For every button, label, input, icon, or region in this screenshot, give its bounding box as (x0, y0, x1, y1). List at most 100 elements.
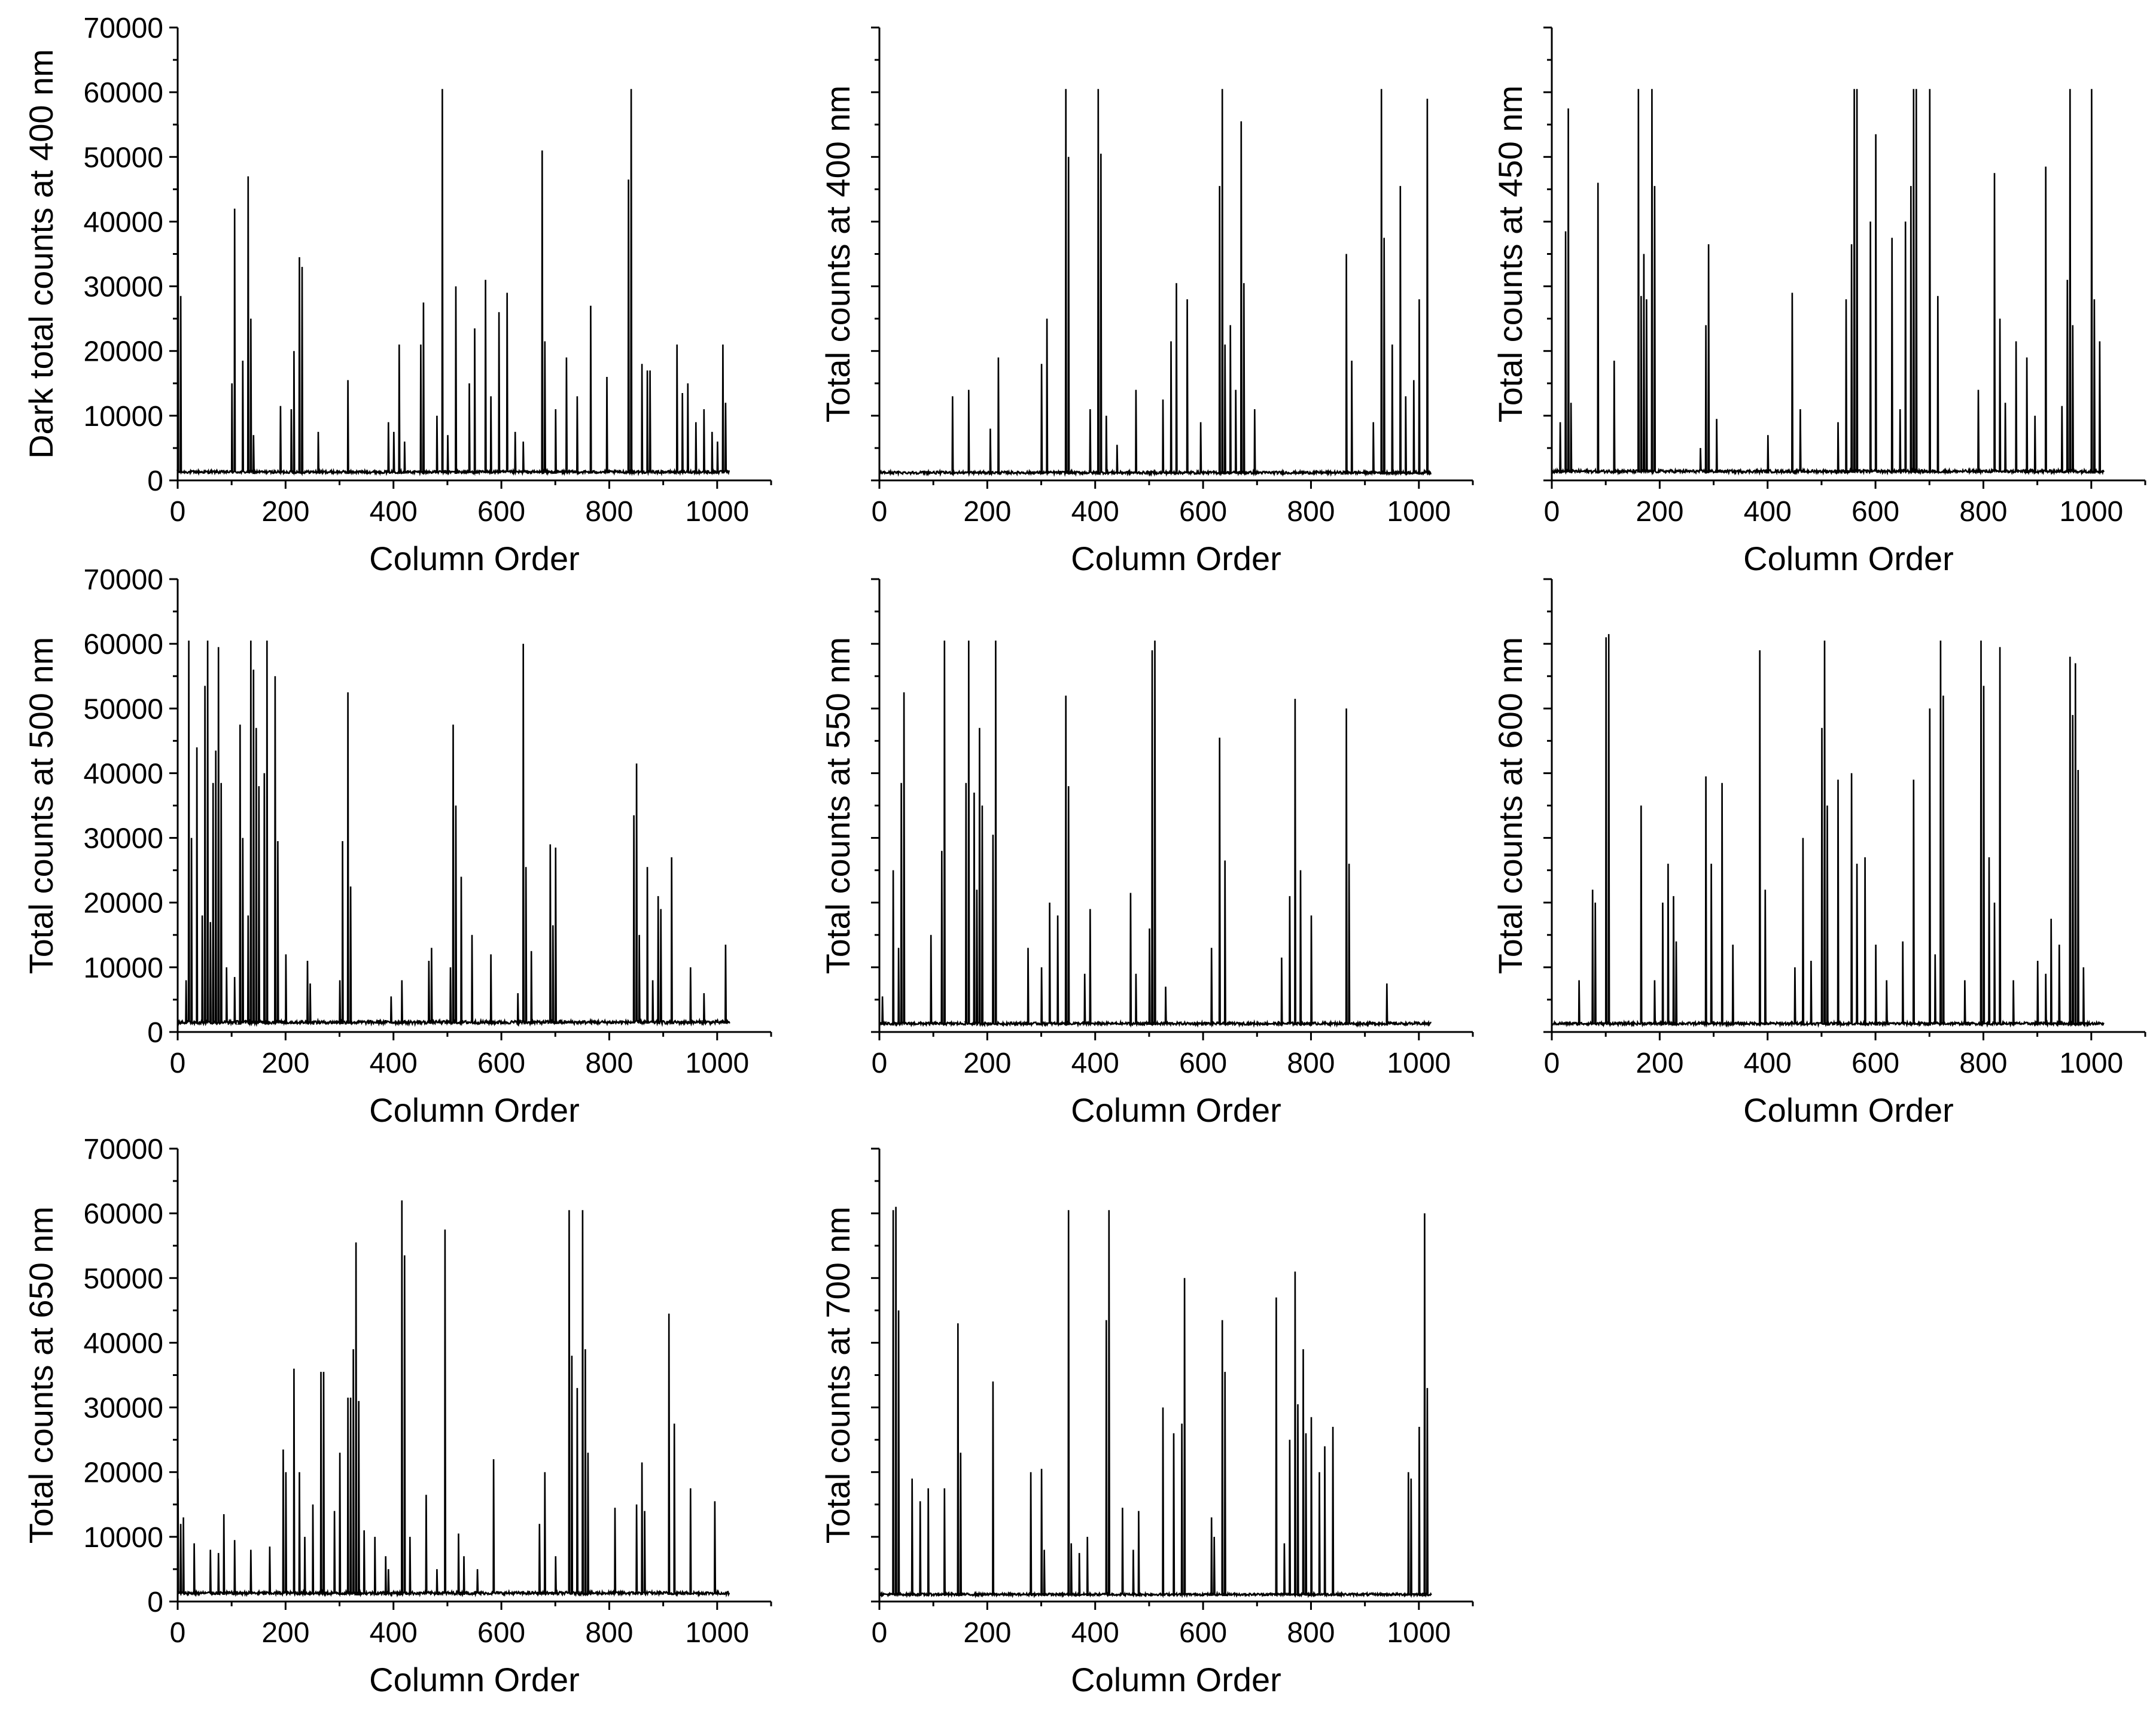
chart-panel-8: 0 200 400 600 800 1000 Column Order Total count… (819, 1147, 1474, 1698)
y-axis-title: Total counts at 550 nm (819, 637, 857, 974)
y-tick-label: 30000 (84, 272, 163, 303)
y-tick-label: 20000 (84, 336, 163, 368)
y-tick-label: 70000 (84, 564, 163, 596)
x-tick-label: 0 (872, 496, 888, 528)
y-tick-label: 50000 (84, 142, 163, 173)
y-tick-label: 60000 (84, 1198, 163, 1230)
x-tick-label: 600 (1179, 1048, 1227, 1079)
x-tick-label: 800 (1959, 496, 2007, 528)
y-tick-label: 10000 (84, 401, 163, 433)
x-tick-label: 800 (1287, 1617, 1335, 1649)
x-tick-label: 1000 (1387, 496, 1451, 528)
x-tick-label: 200 (261, 496, 309, 528)
x-tick-label: 0 (872, 1617, 888, 1649)
y-tick-label: 0 (147, 1587, 163, 1618)
x-tick-label: 1000 (1387, 1048, 1451, 1079)
x-tick-label: 1000 (2059, 1048, 2123, 1079)
series-line (1551, 89, 2105, 476)
x-tick-label: 800 (585, 1617, 633, 1649)
x-tick-label: 800 (1287, 1048, 1335, 1079)
x-tick-label: 400 (1071, 496, 1119, 528)
x-tick-label: 1000 (2059, 496, 2123, 528)
y-tick-label: 40000 (84, 206, 163, 238)
x-tick-label: 800 (585, 496, 633, 528)
x-tick-label: 200 (1636, 496, 1683, 528)
x-tick-label: 200 (963, 1048, 1011, 1079)
x-tick-label: 600 (1179, 496, 1227, 528)
chart-panel-1: 0 200 400 600 800 100001000020000300004000050… (22, 13, 772, 577)
x-axis-title: Column Order (1071, 1091, 1281, 1129)
x-tick-label: 800 (1287, 496, 1335, 528)
x-tick-label: 0 (1544, 496, 1560, 528)
x-axis-title: Column Order (369, 1091, 580, 1129)
x-tick-label: 600 (1179, 1617, 1227, 1649)
x-tick-label: 600 (477, 1617, 525, 1649)
x-tick-label: 1000 (685, 1048, 749, 1079)
x-tick-label: 0 (1544, 1048, 1560, 1079)
x-tick-label: 800 (585, 1048, 633, 1079)
series-line (176, 1200, 730, 1598)
y-tick-label: 0 (147, 1017, 163, 1049)
x-tick-label: 0 (170, 1617, 186, 1649)
y-tick-label: 70000 (84, 13, 163, 44)
x-tick-label: 800 (1959, 1048, 2007, 1079)
x-axis-title: Column Order (369, 1661, 580, 1698)
x-tick-label: 400 (1071, 1048, 1119, 1079)
x-tick-label: 1000 (1387, 1617, 1451, 1649)
y-axis-title: Total counts at 700 nm (819, 1207, 857, 1543)
x-tick-label: 0 (170, 496, 186, 528)
x-tick-label: 1000 (685, 1617, 749, 1649)
x-tick-label: 600 (477, 496, 525, 528)
y-tick-label: 40000 (84, 758, 163, 790)
y-tick-label: 10000 (84, 952, 163, 984)
y-tick-label: 20000 (84, 1457, 163, 1489)
y-axis-title: Total counts at 450 nm (1491, 86, 1529, 422)
y-tick-label: 50000 (84, 1263, 163, 1295)
x-tick-label: 0 (872, 1048, 888, 1079)
series-line (879, 1207, 1432, 1599)
chart-panel-4: 0 200 400 600 800 100001000020000300004000050… (22, 564, 772, 1129)
x-axis-title: Column Order (369, 540, 580, 577)
x-tick-label: 400 (370, 1617, 418, 1649)
x-tick-label: 600 (1852, 1048, 1899, 1079)
x-tick-label: 600 (1852, 496, 1899, 528)
y-tick-label: 60000 (84, 77, 163, 109)
y-axis-title: Dark total counts at 400 nm (22, 49, 60, 459)
x-tick-label: 200 (1636, 1048, 1683, 1079)
x-tick-label: 200 (963, 496, 1011, 528)
x-axis-title: Column Order (1743, 540, 1954, 577)
series-line (878, 89, 1432, 477)
series-line (878, 640, 1432, 1028)
y-axis-title: Total counts at 600 nm (1491, 637, 1529, 974)
y-tick-label: 30000 (84, 823, 163, 855)
y-tick-label: 50000 (84, 693, 163, 725)
y-tick-label: 20000 (84, 888, 163, 920)
x-tick-label: 400 (1744, 496, 1792, 528)
chart-panel-3: 0 200 400 600 800 1000 Column Order Total count… (1491, 26, 2146, 577)
x-axis-title: Column Order (1743, 1091, 1954, 1129)
y-axis-title: Total counts at 500 nm (22, 637, 60, 974)
x-tick-label: 200 (261, 1617, 309, 1649)
chart-panel-6: 0 200 400 600 800 1000 Column Order Total count… (1491, 578, 2146, 1129)
y-tick-label: 40000 (84, 1328, 163, 1359)
chart-panel-7: 0 200 400 600 800 100001000020000300004000050… (22, 1134, 772, 1698)
x-tick-label: 1000 (685, 496, 749, 528)
x-tick-label: 400 (1744, 1048, 1792, 1079)
y-tick-label: 60000 (84, 629, 163, 660)
x-tick-label: 0 (170, 1048, 186, 1079)
y-tick-label: 30000 (84, 1393, 163, 1424)
y-tick-label: 0 (147, 465, 163, 497)
x-axis-title: Column Order (1071, 1661, 1281, 1698)
x-tick-label: 200 (261, 1048, 309, 1079)
x-tick-label: 400 (1071, 1617, 1119, 1649)
y-axis-title: Total counts at 650 nm (22, 1207, 60, 1543)
chart-panel-2: 0 200 400 600 800 1000 Column Order Total count… (819, 26, 1474, 577)
series-line (176, 89, 730, 477)
x-tick-label: 400 (370, 1048, 418, 1079)
series-line (176, 640, 730, 1027)
y-axis-title: Total counts at 400 nm (819, 86, 857, 422)
y-tick-label: 70000 (84, 1134, 163, 1165)
y-tick-label: 10000 (84, 1522, 163, 1554)
chart-panel-5: 0 200 400 600 800 1000 Column Order Total count… (819, 578, 1474, 1129)
